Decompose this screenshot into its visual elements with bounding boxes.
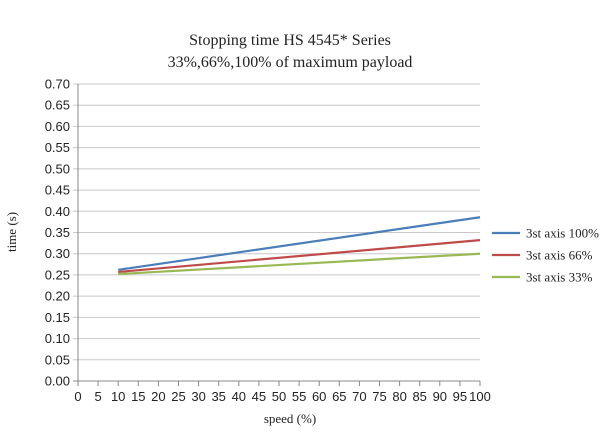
x-tick-label: 75 (372, 389, 386, 404)
x-tick-label: 70 (352, 389, 366, 404)
y-tick-label: 0.55 (45, 140, 70, 155)
x-tick-label: 10 (111, 389, 125, 404)
x-tick-label: 25 (171, 389, 185, 404)
x-axis-label: speed (%) (264, 411, 316, 426)
x-tick-label: 45 (252, 389, 266, 404)
legend: 3st axis 100% 3st axis 66% 3st axis 33% (492, 226, 599, 285)
x-tick-label: 35 (211, 389, 225, 404)
y-axis-ticks: 0.00 0.05 0.10 0.15 0.20 0.25 0.30 0.35 0.40 0.45… (45, 77, 70, 389)
legend-label: 3st axis 66% (526, 248, 593, 263)
x-axis-ticks: 0 5 10 15 20 25 30 35 40 45 50 55 60 65 70 75 80 85 90 95 10… (74, 381, 491, 404)
chart-subtitle: 33%,66%,100% of maximum payload (168, 54, 413, 71)
y-tick-label: 0.35 (45, 225, 70, 240)
y-tick-label: 0.00 (45, 374, 70, 389)
x-tick-label: 15 (131, 389, 145, 404)
y-tick-label: 0.05 (45, 352, 70, 367)
x-tick-label: 0 (74, 389, 81, 404)
legend-label: 3st axis 100% (526, 226, 599, 241)
x-tick-label: 50 (272, 389, 286, 404)
x-tick-label: 20 (151, 389, 165, 404)
x-tick-label: 100 (469, 389, 491, 404)
y-tick-label: 0.25 (45, 267, 70, 282)
x-tick-label: 30 (191, 389, 205, 404)
x-tick-label: 40 (232, 389, 246, 404)
y-tick-label: 0.65 (45, 98, 70, 113)
y-tick-label: 0.70 (45, 77, 70, 92)
gridlines (73, 83, 480, 382)
series-line-0 (118, 216, 481, 271)
y-tick-label: 0.50 (45, 161, 70, 176)
y-tick-label: 0.45 (45, 183, 70, 198)
series-line-2 (118, 252, 481, 276)
x-tick-label: 55 (292, 389, 306, 404)
y-tick-label: 0.60 (45, 119, 70, 134)
y-axis-label: time (s) (4, 212, 19, 252)
x-tick-label: 65 (332, 389, 346, 404)
x-tick-label: 60 (312, 389, 326, 404)
x-tick-label: 85 (412, 389, 426, 404)
x-tick-label: 95 (453, 389, 467, 404)
y-tick-label: 0.10 (45, 331, 70, 346)
series-lines (118, 216, 481, 276)
y-tick-label: 0.40 (45, 204, 70, 219)
x-tick-label: 90 (433, 389, 447, 404)
chart-title: Stopping time HS 4545* Series (189, 32, 391, 49)
y-tick-label: 0.15 (45, 310, 70, 325)
x-tick-label: 5 (94, 389, 101, 404)
y-tick-label: 0.30 (45, 246, 70, 261)
y-tick-label: 0.20 (45, 289, 70, 304)
legend-label: 3st axis 33% (526, 270, 593, 285)
x-tick-label: 80 (392, 389, 406, 404)
series-line-1 (118, 239, 481, 274)
